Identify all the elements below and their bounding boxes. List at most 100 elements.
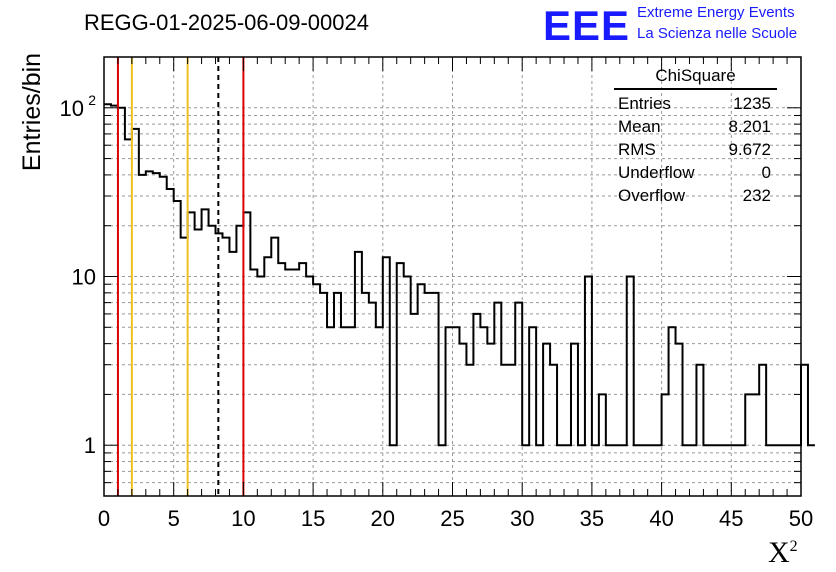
histogram-bin: [139, 175, 146, 496]
x-tick-label: 45: [719, 506, 743, 531]
x-axis-label-base: X: [768, 536, 790, 569]
stats-box: ChiSquare Entries 1235 Mean 8.201 RMS 9.672 Un…: [610, 66, 781, 207]
histogram-bin: [487, 344, 494, 496]
stats-rows: Entries 1235 Mean 8.201 RMS 9.672 Underflow 0 Ov…: [610, 92, 781, 207]
x-tick-label: 40: [649, 506, 673, 531]
histogram-bin: [648, 445, 655, 496]
histogram-bin: [459, 344, 466, 496]
histogram-bin: [669, 327, 676, 496]
histogram-bin: [557, 445, 564, 496]
histogram-bin: [250, 270, 257, 496]
y-tick-label: 10: [72, 265, 96, 290]
y-tick-label: 1: [84, 433, 96, 458]
histogram-bin: [376, 327, 383, 496]
stats-row-label: Entries: [618, 94, 671, 113]
stats-row-label: Underflow: [618, 163, 695, 182]
histogram-bin: [578, 445, 585, 496]
histogram-bin: [146, 171, 153, 496]
histogram-bin: [132, 129, 139, 496]
histogram-bin: [229, 252, 236, 496]
histogram-bin: [710, 445, 717, 496]
histogram-bin: [606, 445, 613, 496]
histogram-bin: [236, 226, 243, 496]
histogram-bin: [766, 445, 773, 496]
histogram-bin: [759, 365, 766, 496]
histogram-bin: [425, 293, 432, 496]
histogram-bin: [111, 106, 118, 496]
histogram-bin: [529, 327, 536, 496]
histogram-bin: [167, 189, 174, 496]
histogram-bin: [662, 394, 669, 496]
histogram-bin: [480, 327, 487, 496]
x-axis-label-superscript: 2: [789, 538, 798, 555]
histogram-bin: [299, 263, 306, 496]
histogram-bin: [404, 277, 411, 497]
histogram-bin: [543, 344, 550, 496]
histogram-bin: [209, 226, 216, 496]
histogram-bin: [676, 344, 683, 496]
histogram-bin: [808, 445, 815, 496]
stats-row-value: 1235: [733, 94, 771, 113]
histogram-bin: [439, 445, 446, 496]
histogram-bin: [780, 445, 787, 496]
histogram-bin: [195, 229, 202, 496]
eee-logo: EEE: [543, 2, 631, 49]
stats-row-value: 0: [761, 163, 771, 182]
histogram-bin: [320, 293, 327, 496]
histogram-bin: [466, 365, 473, 496]
stats-box-title: ChiSquare: [614, 66, 777, 90]
histogram-bin: [418, 284, 425, 496]
histogram-bin: [278, 263, 285, 496]
stats-row-label: Mean: [618, 117, 661, 136]
histogram-bin: [550, 365, 557, 496]
histogram-bin: [369, 303, 376, 496]
histogram-bin: [731, 445, 738, 496]
x-tick-label: 35: [580, 506, 604, 531]
histogram-bin: [453, 327, 460, 496]
histogram-bin: [432, 293, 439, 496]
stats-row-label: RMS: [618, 140, 656, 159]
histogram-bin: [599, 394, 606, 496]
histogram-bin: [174, 201, 181, 496]
y-tick-label: 10: [60, 96, 84, 121]
x-tick-label: 30: [510, 506, 534, 531]
histogram-bin: [362, 293, 369, 496]
histogram-bin: [752, 394, 759, 496]
logo-line-2: La Scienza nelle Scuole: [637, 25, 798, 42]
y-tick-label-exponent: 2: [88, 92, 96, 108]
histogram-bin: [125, 139, 132, 496]
stats-row-value: 8.201: [728, 117, 771, 136]
histogram-outline: [104, 103, 815, 447]
histogram-bin: [745, 394, 752, 496]
chart-title: REGG-01-2025-06-09-00024: [84, 10, 369, 35]
histogram-bin: [411, 314, 418, 496]
y-axis-label: Entries/bin: [18, 52, 46, 172]
histogram-bin: [188, 212, 195, 496]
histogram-bin: [564, 445, 571, 496]
histogram-bin: [613, 445, 620, 496]
histogram-bin: [243, 212, 250, 496]
histogram-bin: [222, 238, 229, 496]
x-tick-label: 50: [789, 506, 813, 531]
histogram-bin: [355, 252, 362, 496]
histogram-bin: [801, 365, 808, 496]
histogram-bin: [285, 270, 292, 496]
histogram-bin: [160, 177, 167, 496]
x-tick-label: 5: [168, 506, 180, 531]
stats-row-value: 9.672: [728, 140, 771, 159]
histogram-bin: [585, 277, 592, 497]
histogram-bin: [703, 445, 710, 496]
stats-row: RMS 9.672: [610, 138, 781, 161]
histogram-bin: [292, 270, 299, 496]
histogram-bin: [592, 445, 599, 496]
histogram-bin: [787, 445, 794, 496]
x-tick-label: 10: [231, 506, 255, 531]
histogram-bin: [536, 445, 543, 496]
histogram-bin: [473, 314, 480, 496]
histogram-bin: [118, 108, 125, 496]
histogram-bin: [655, 445, 662, 496]
histogram-bin: [202, 209, 209, 496]
histogram-bin: [348, 327, 355, 496]
histogram-bin: [620, 445, 627, 496]
